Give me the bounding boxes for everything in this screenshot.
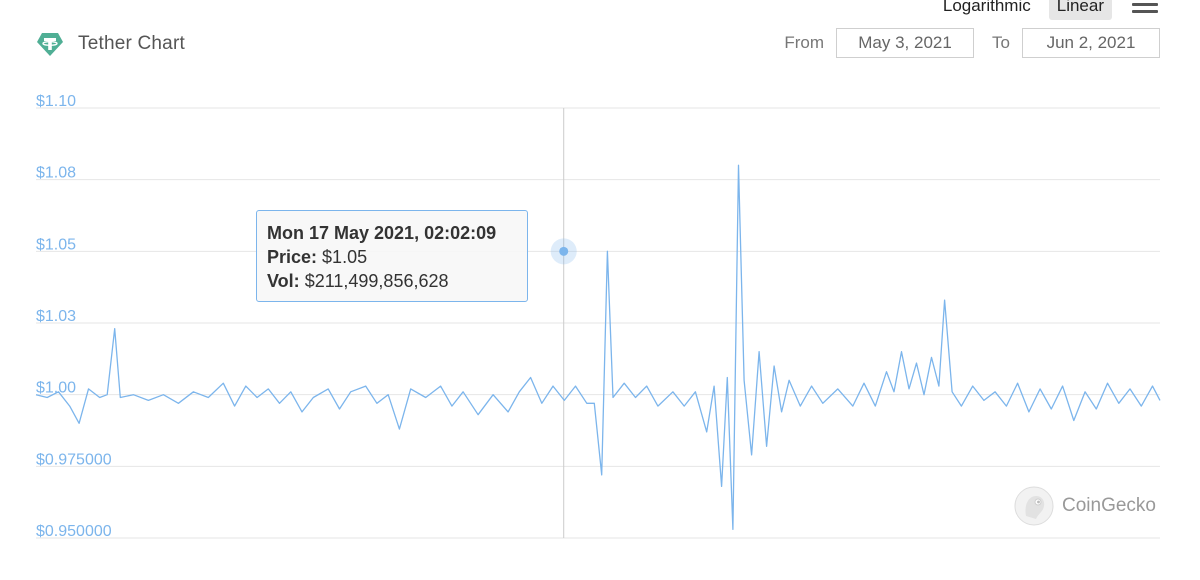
hover-point[interactable] [559,246,569,256]
y-axis-labels: $1.10 $1.08 $1.05 $1.03 $1.00 $0.975000 $0.950… [36,93,112,540]
tooltip-price-row: Price: $1.05 [267,245,517,269]
tooltip-price-value: $1.05 [322,247,368,267]
tether-logo-icon [37,33,63,56]
chart-tooltip: Mon 17 May 2021, 02:02:09 Price: $1.05 V… [256,210,528,302]
grid-lines [36,107,1160,539]
to-date-input[interactable] [1022,28,1160,58]
y-tick-label: $1.08 [36,165,76,182]
date-range: From To [784,28,1160,58]
from-label: From [784,33,825,52]
y-tick-label: $1.10 [36,93,76,110]
chart-header: Tether Chart [36,30,185,58]
coingecko-watermark: CoinGecko [1014,486,1156,526]
watermark-text: CoinGecko [1062,495,1156,516]
y-tick-label: $1.00 [36,380,76,397]
to-label: To [992,33,1010,52]
tooltip-vol-label: Vol: [267,271,300,291]
page-title: Tether Chart [78,33,185,54]
tooltip-time: Mon 17 May 2021, 02:02:09 [267,223,497,243]
coingecko-gecko-icon [1014,486,1054,526]
series-line [35,164,1161,531]
hamburger-menu-icon[interactable] [1132,0,1158,14]
y-tick-label: $1.05 [36,236,76,253]
from-date-input[interactable] [836,28,975,58]
scale-toggle: Logarithmic Linear [935,0,1112,20]
tooltip-price-label: Price: [267,247,318,267]
linear-scale-button[interactable]: Linear [1048,0,1112,20]
y-tick-label: $1.03 [36,308,76,325]
logarithmic-scale-button[interactable]: Logarithmic [942,0,1031,15]
tooltip-vol-row: Vol: $211,499,856,628 [267,269,517,293]
y-tick-label: $0.950000 [36,523,112,540]
y-tick-label: $0.975000 [36,451,112,468]
tooltip-vol-value: $211,499,856,628 [304,271,449,291]
